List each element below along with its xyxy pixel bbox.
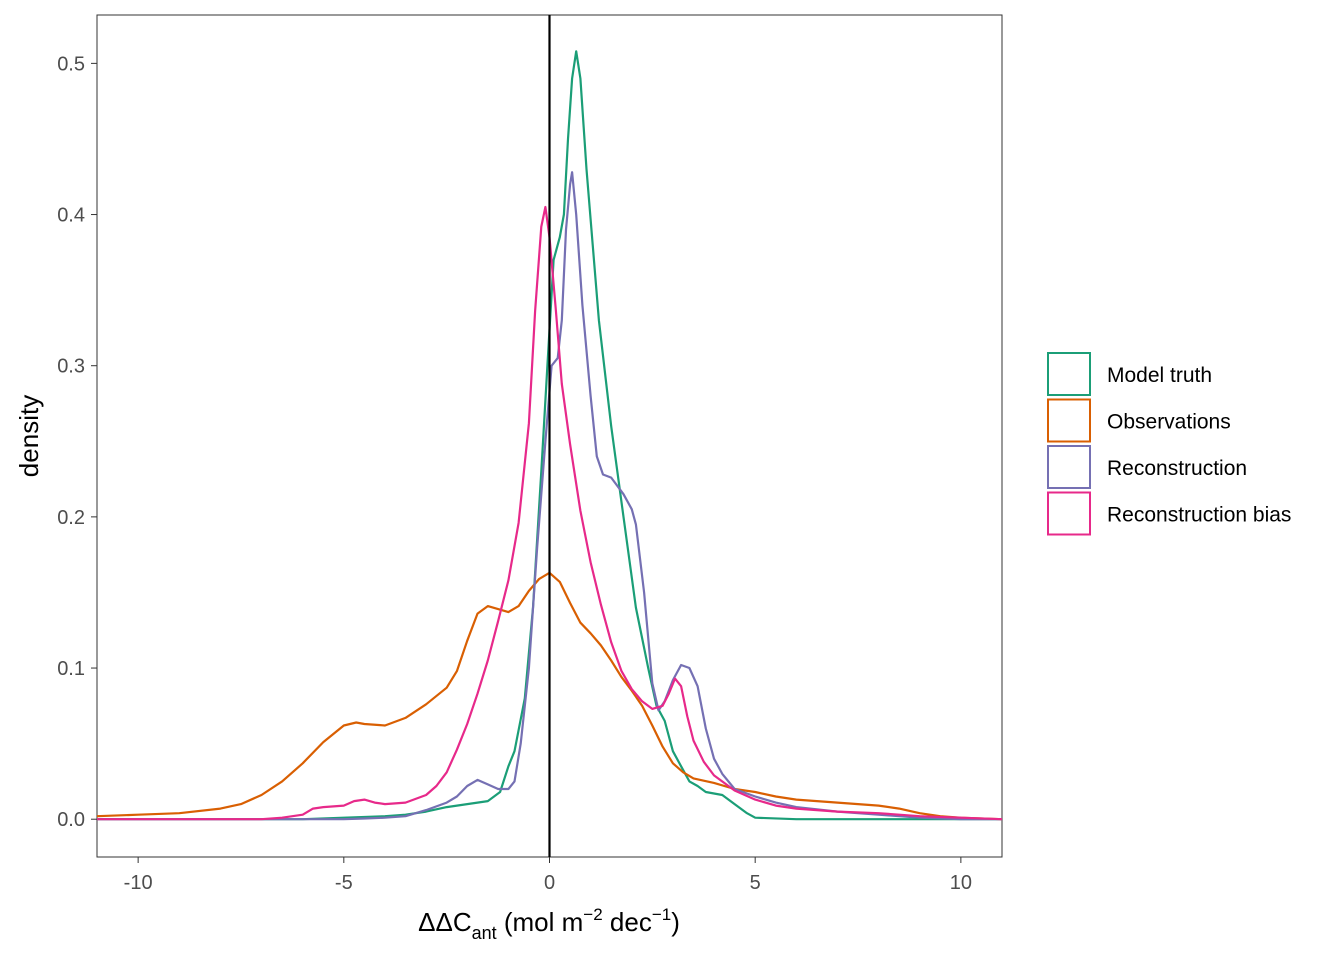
- x-tick-label: 5: [750, 872, 761, 894]
- x-axis-title-superscript-2: −1: [652, 905, 671, 924]
- y-axis-title: density: [14, 395, 44, 477]
- y-tick-label: 0.4: [57, 205, 85, 227]
- series-line-2: [97, 171, 1002, 821]
- y-tick-label: 0.3: [57, 356, 85, 378]
- y-tick-label: 0.2: [57, 507, 85, 529]
- legend-label-2: Reconstruction: [1107, 457, 1247, 480]
- legend-label-3: Reconstruction bias: [1107, 504, 1291, 527]
- x-axis: -10 -5 0 5 10: [124, 857, 972, 894]
- series-line-1: [96, 571, 1003, 821]
- series-line-0: [97, 50, 1002, 821]
- x-axis-title-subscript: ant: [472, 923, 497, 943]
- legend-key-3: [1047, 491, 1091, 536]
- x-axis-title-superscript-1: −2: [583, 905, 602, 924]
- y-tick-label: 0.0: [57, 809, 85, 831]
- x-axis-title-prefix: ΔΔC: [418, 907, 472, 937]
- x-axis-title-unit-mid: dec: [603, 907, 652, 937]
- legend-key-1: [1047, 398, 1091, 443]
- x-axis-title-unit-open: (mol m: [497, 907, 584, 937]
- y-axis: 0.0 0.1 0.2 0.3 0.4 0.5: [57, 53, 97, 831]
- x-tick-label: 10: [950, 872, 972, 894]
- y-tick-label: 0.1: [57, 658, 85, 680]
- x-axis-title: ΔΔCant (mol m−2 dec−1): [418, 905, 680, 943]
- legend-label-1: Observations: [1107, 411, 1231, 434]
- series-line-3: [97, 205, 1003, 821]
- x-tick-label: 0: [544, 872, 555, 894]
- legend: Model truth Observations Reconstruction Rec…: [1047, 352, 1291, 536]
- x-tick-label: -5: [335, 872, 353, 894]
- legend-key-2: [1047, 445, 1091, 489]
- y-tick-label: 0.5: [57, 53, 85, 75]
- series-layer: [96, 50, 1003, 821]
- legend-key-0: [1047, 352, 1091, 396]
- legend-label-0: Model truth: [1107, 364, 1212, 387]
- x-tick-label: -10: [124, 872, 153, 894]
- x-axis-title-unit-close: ): [671, 907, 680, 937]
